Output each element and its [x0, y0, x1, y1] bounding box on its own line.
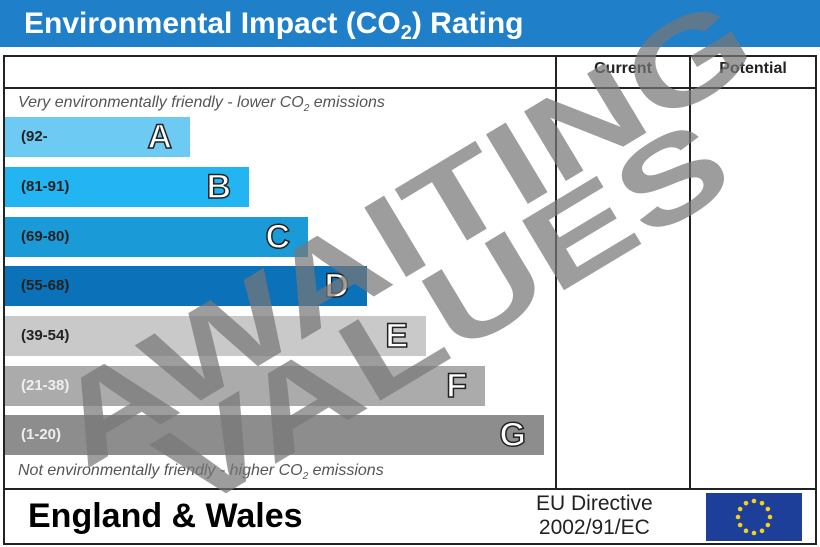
band-d: (55-68) D: [5, 266, 367, 306]
band-range: (92-: [21, 128, 48, 145]
bottom-note: Not environmentally friendly - higher CO…: [18, 462, 384, 483]
band-letter: G: [499, 415, 527, 455]
band-letter: D: [324, 266, 350, 306]
star-icon: [735, 514, 741, 520]
header-divider: [3, 87, 817, 89]
band-g: (1-20) G: [5, 415, 544, 455]
band-range: (69-80): [21, 228, 70, 245]
eu-directive: EU Directive 2002/91/EC: [536, 492, 653, 539]
chart-title: Environmental Impact (CO2) Rating: [0, 0, 820, 47]
potential-column-header: Potential: [719, 60, 787, 77]
region-label: England & Wales: [28, 497, 303, 535]
band-b: (81-91) B: [5, 167, 249, 207]
band-range: (81-91): [21, 178, 70, 195]
band-e: (39-54) E: [5, 316, 426, 356]
band-c: (69-80) C: [5, 217, 308, 257]
star-icon: [767, 514, 773, 520]
star-icon: [759, 528, 765, 534]
star-icon: [737, 522, 743, 528]
band-letter: A: [147, 117, 173, 157]
rating-frame: [3, 55, 817, 545]
star-icon: [759, 500, 765, 506]
star-icon: [737, 506, 743, 512]
star-icon: [765, 506, 771, 512]
star-icon: [765, 522, 771, 528]
top-note: Very environmentally friendly - lower CO…: [18, 94, 385, 115]
column-divider: [689, 55, 691, 489]
band-a: (92- A: [5, 117, 190, 157]
footer-divider: [3, 488, 817, 490]
band-letter: E: [385, 316, 409, 356]
band-range: (1-20): [21, 426, 62, 443]
star-icon: [751, 530, 757, 536]
band-range: (21-38): [21, 377, 70, 394]
band-letter: C: [265, 217, 291, 257]
band-range: (39-54): [21, 327, 70, 344]
star-icon: [751, 498, 757, 504]
column-divider: [555, 55, 557, 489]
current-column-header: Current: [594, 60, 652, 77]
band-range: (55-68): [21, 277, 70, 294]
star-icon: [743, 528, 749, 534]
band-f: (21-38) F: [5, 366, 485, 406]
eu-flag-icon: [706, 493, 802, 541]
star-icon: [743, 500, 749, 506]
band-letter: B: [206, 167, 232, 207]
band-letter: F: [445, 366, 467, 406]
